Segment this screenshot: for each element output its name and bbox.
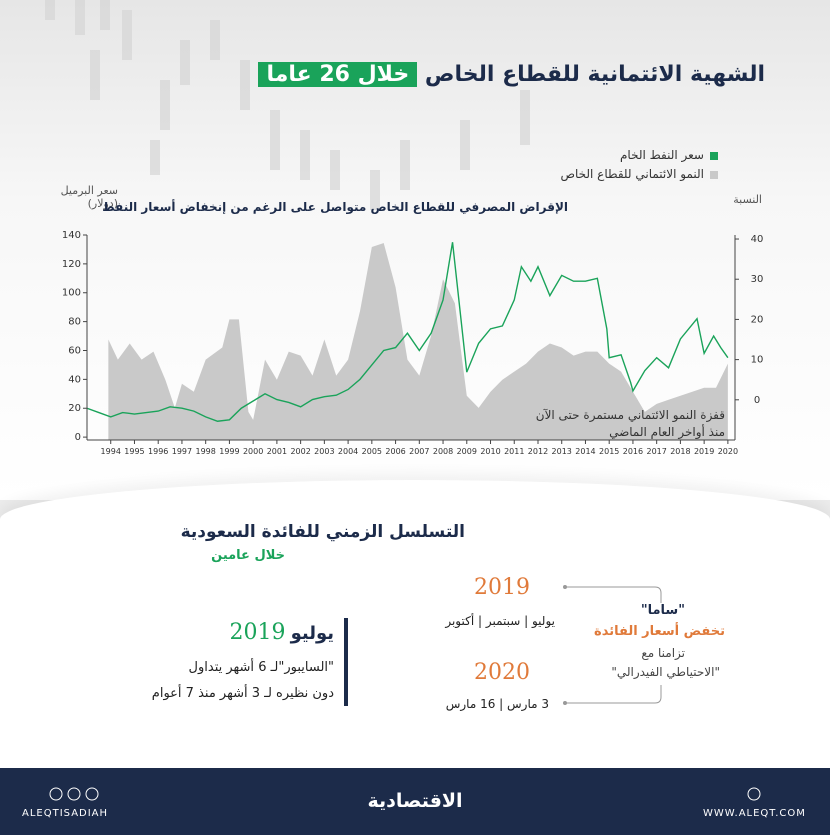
x-tick-label: 2014 [575, 447, 595, 456]
x-tick-label: 2012 [528, 447, 548, 456]
x-tick-label: 2017 [646, 447, 666, 456]
y-tick-label: 20 [68, 403, 81, 414]
legend-swatch [710, 151, 718, 160]
y2-axis-label: النسبة [733, 193, 762, 206]
x-tick-label: 2003 [314, 447, 334, 456]
y2-tick-label: 30 [751, 274, 764, 285]
section-subtitle: خلال عامين [211, 548, 285, 563]
y-tick-label: 60 [68, 345, 81, 356]
logo: الاقتصادية [367, 790, 463, 812]
x-tick-label: 2000 [243, 447, 263, 456]
box-year: 2019 [229, 620, 286, 645]
x-tick-label: 2015 [599, 447, 619, 456]
y2-tick-label: 0 [754, 395, 760, 406]
x-tick-label: 1997 [172, 447, 192, 456]
y2-tick-label: 40 [751, 234, 764, 245]
divider [344, 618, 348, 706]
section-title: التسلسل الزمني للفائدة السعودية [180, 522, 465, 542]
x-tick-label: 2005 [362, 447, 382, 456]
site: WWW.ALEQT.COM [703, 808, 806, 819]
annotation-line: منذ أواخر العام الماضي [609, 425, 725, 439]
y-axis-label: سعر البرميل (دولار) [61, 184, 118, 210]
x-tick-label: 2002 [290, 447, 310, 456]
x-tick-label: 2016 [623, 447, 643, 456]
y-tick-label: 140 [62, 230, 81, 241]
legend-item: سعر النفط الخام [620, 148, 718, 162]
connector [563, 585, 662, 705]
y-tick-label: 80 [68, 317, 81, 328]
x-tick-label: 2018 [670, 447, 690, 456]
legend-label: سعر النفط الخام [620, 148, 704, 162]
footer: الاقتصادية ALEQTISADIAH WWW.ALEQT.COM [0, 768, 830, 835]
social-icons [49, 787, 99, 801]
fed: "الاحتياطي الفيدرالي" [611, 665, 720, 679]
decor-candles [45, 0, 530, 210]
x-tick-label: 2006 [385, 447, 405, 456]
x-tick-label: 1995 [124, 447, 144, 456]
title-text: الشهية الائتمانية للقطاع الخاص [424, 62, 765, 87]
x-tick-label: 2019 [694, 447, 714, 456]
x-tick-label: 2010 [480, 447, 500, 456]
legend-item: النمو الائتماني للقطاع الخاص [560, 167, 718, 181]
x-tick-label: 1994 [101, 447, 121, 456]
x-tick-label: 2004 [338, 447, 358, 456]
year: 2020 [474, 660, 530, 685]
chart-subtitle: الإقراض المصرفي للقطاع الخاص متواصل على … [102, 200, 568, 214]
box-heading: يوليو 2019 [229, 620, 334, 645]
x-tick-label: 2011 [504, 447, 524, 456]
x-tick-label: 2020 [718, 447, 738, 456]
months: 3 مارس | 16 مارس [445, 697, 549, 711]
y-tick-label: 100 [62, 288, 81, 299]
legend-swatch [710, 170, 718, 179]
y-tick-label: 40 [68, 374, 81, 385]
x-tick-label: 2013 [552, 447, 572, 456]
legend-label: النمو الائتماني للقطاع الخاص [560, 167, 704, 181]
x-tick-label: 2009 [457, 447, 477, 456]
x-tick-label: 2007 [409, 447, 429, 456]
y2-tick-label: 20 [751, 314, 764, 325]
annotation: قفزة النمو الائتماني مستمرة حتى الآن منذ … [536, 407, 725, 441]
box-line: "السايبور"لـ 6 أشهر يتداول [188, 660, 334, 675]
chart: 0 20 40 60 80 100 120 140 0 10 20 30 40 1994 1995 1996 1… [62, 230, 764, 456]
action: تخفض أسعار الفائدة [594, 624, 725, 639]
title-highlight: خلال 26 عاما [258, 62, 418, 87]
x-tick-label: 1999 [219, 447, 239, 456]
y-tick-label: 0 [75, 432, 81, 443]
x-tick-label: 2001 [267, 447, 287, 456]
web-icon [747, 787, 761, 801]
sync: تزامنا مع [641, 646, 685, 660]
x-tick-label: 1998 [196, 447, 216, 456]
x-tick-label: 2008 [433, 447, 453, 456]
box-line: دون نظيره لـ 3 أشهر منذ 7 أعوام [151, 686, 334, 701]
box-month: يوليو [290, 623, 334, 644]
panel [0, 480, 830, 770]
year: 2019 [474, 575, 530, 600]
title: الشهية الائتمانية للقطاع الخاص خلال 26 ع… [252, 62, 765, 87]
source: "ساما" [640, 603, 685, 618]
y-tick-label: 120 [62, 259, 81, 270]
y-axis-label-line: (دولار) [87, 197, 118, 210]
months: يوليو | سبتمبر | أكتوبر [445, 614, 555, 628]
x-tick-label: 1996 [148, 447, 168, 456]
y2-tick-label: 10 [751, 355, 764, 366]
y-axis-label-line: سعر البرميل [60, 184, 118, 197]
area [108, 243, 728, 440]
line [86, 242, 729, 422]
annotation-line: قفزة النمو الائتماني مستمرة حتى الآن [535, 408, 725, 422]
handle: ALEQTISADIAH [22, 808, 109, 819]
